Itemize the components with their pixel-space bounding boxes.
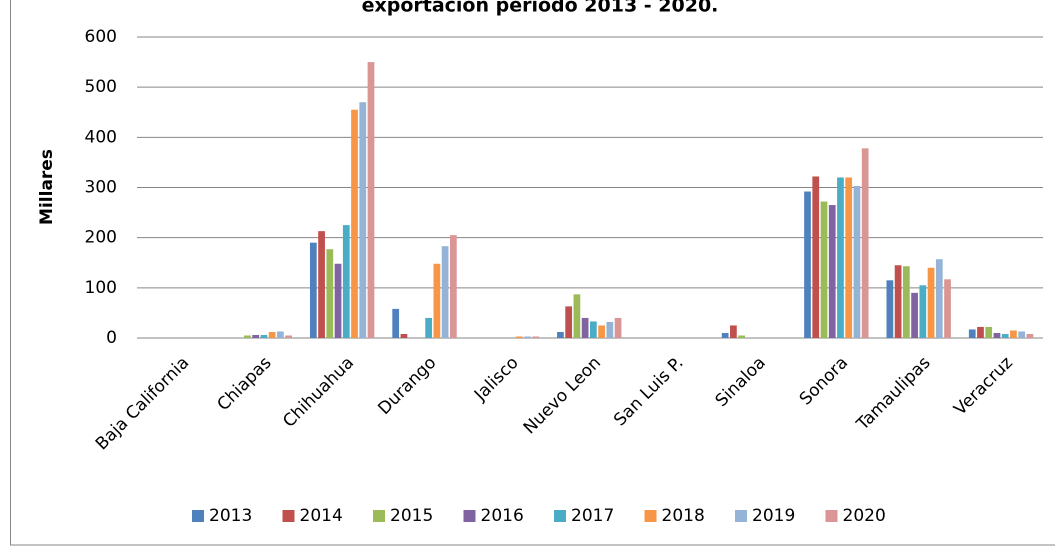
- bar: [853, 185, 861, 338]
- bar: [1026, 333, 1034, 338]
- bar: [968, 329, 976, 338]
- bar: [400, 333, 408, 338]
- bar: [449, 235, 457, 338]
- bar: [359, 102, 367, 338]
- bar: [557, 331, 564, 338]
- bar: [935, 259, 943, 338]
- bar: [977, 326, 984, 338]
- bar: [244, 335, 251, 338]
- legend-label: 2014: [300, 506, 343, 526]
- x-tick-label: Chihuahua: [279, 353, 358, 432]
- bar: [837, 177, 844, 338]
- bar: [911, 292, 918, 338]
- y-axis-title: Millares: [37, 149, 57, 225]
- bar: [260, 334, 268, 338]
- x-tick-label: Durango: [374, 353, 440, 419]
- legend-label: 2015: [390, 506, 433, 526]
- bar: [606, 321, 614, 338]
- legend-label: 2018: [662, 506, 705, 526]
- bar: [441, 246, 449, 338]
- y-tick-label: 300: [85, 178, 117, 198]
- chart-border: [10, 0, 1055, 546]
- x-tick-label: Chiapas: [213, 353, 275, 415]
- legend-swatch: [735, 510, 747, 522]
- bar: [367, 62, 375, 338]
- bar: [334, 263, 342, 338]
- bar: [845, 177, 853, 338]
- legend-swatch: [463, 510, 476, 522]
- bar: [252, 334, 260, 338]
- bar: [590, 321, 597, 338]
- bar: [820, 201, 828, 338]
- x-tick-label: Baja California: [92, 353, 193, 454]
- x-tick-label: San Luis P.: [610, 353, 687, 430]
- bar: [927, 267, 935, 338]
- bar: [828, 205, 836, 338]
- legend-label: 2016: [481, 506, 524, 526]
- bar: [861, 148, 869, 338]
- bar: [738, 335, 745, 338]
- bar: [581, 317, 589, 338]
- legend-swatch: [373, 510, 385, 522]
- bar: [598, 325, 605, 338]
- bar: [919, 285, 927, 338]
- bar: [318, 231, 325, 338]
- bar: [351, 109, 358, 338]
- legend-label: 2017: [571, 506, 614, 526]
- legend-label: 2020: [843, 506, 886, 526]
- x-tick-label: Nuevo Leon: [520, 353, 605, 438]
- legend-swatch: [644, 510, 657, 522]
- y-tick-label: 500: [85, 77, 117, 97]
- x-tick-label: Veracruz: [950, 353, 1017, 420]
- bar: [532, 336, 540, 338]
- x-tick-label: Tamaulipas: [852, 353, 934, 435]
- bar: [268, 331, 276, 338]
- y-tick-label: 200: [85, 228, 117, 248]
- bar: [886, 280, 894, 338]
- bar: [985, 326, 993, 338]
- legend-swatch: [282, 510, 295, 522]
- bar: [614, 317, 622, 338]
- bar: [573, 294, 581, 338]
- bar: [285, 335, 292, 338]
- y-tick-label: 100: [85, 278, 117, 298]
- bar: [894, 265, 902, 338]
- bar: [565, 306, 573, 338]
- bar: [902, 266, 910, 338]
- legend-swatch: [554, 510, 566, 522]
- bar: [326, 249, 334, 338]
- legend-label: 2013: [209, 506, 252, 526]
- bar: [993, 332, 1001, 338]
- bar: [392, 308, 400, 338]
- legend-swatch: [192, 510, 204, 522]
- bar: [721, 332, 729, 338]
- bar: [277, 331, 284, 338]
- bar: [515, 336, 523, 338]
- bar: [1010, 330, 1017, 338]
- bar: [944, 279, 951, 338]
- y-tick-label: 600: [85, 27, 117, 47]
- y-tick-label: 0: [106, 328, 117, 348]
- bar: [1001, 333, 1009, 338]
- chart-title: exportación periodo 2013 - 2020.: [362, 0, 719, 17]
- bar: [1018, 331, 1026, 338]
- y-tick-label: 400: [85, 127, 117, 147]
- bar: [425, 317, 433, 338]
- x-tick-label: Sonora: [796, 353, 852, 409]
- bar: [730, 325, 737, 338]
- bar: [812, 176, 820, 338]
- bar: [342, 225, 350, 338]
- bar: [309, 242, 317, 338]
- x-tick-label: Jalisco: [470, 353, 523, 406]
- bar: [433, 263, 441, 338]
- legend-swatch: [825, 510, 838, 522]
- bar: [804, 191, 811, 338]
- bar: [524, 336, 531, 338]
- x-tick-label: Sinaloa: [712, 353, 770, 411]
- legend-label: 2019: [752, 506, 795, 526]
